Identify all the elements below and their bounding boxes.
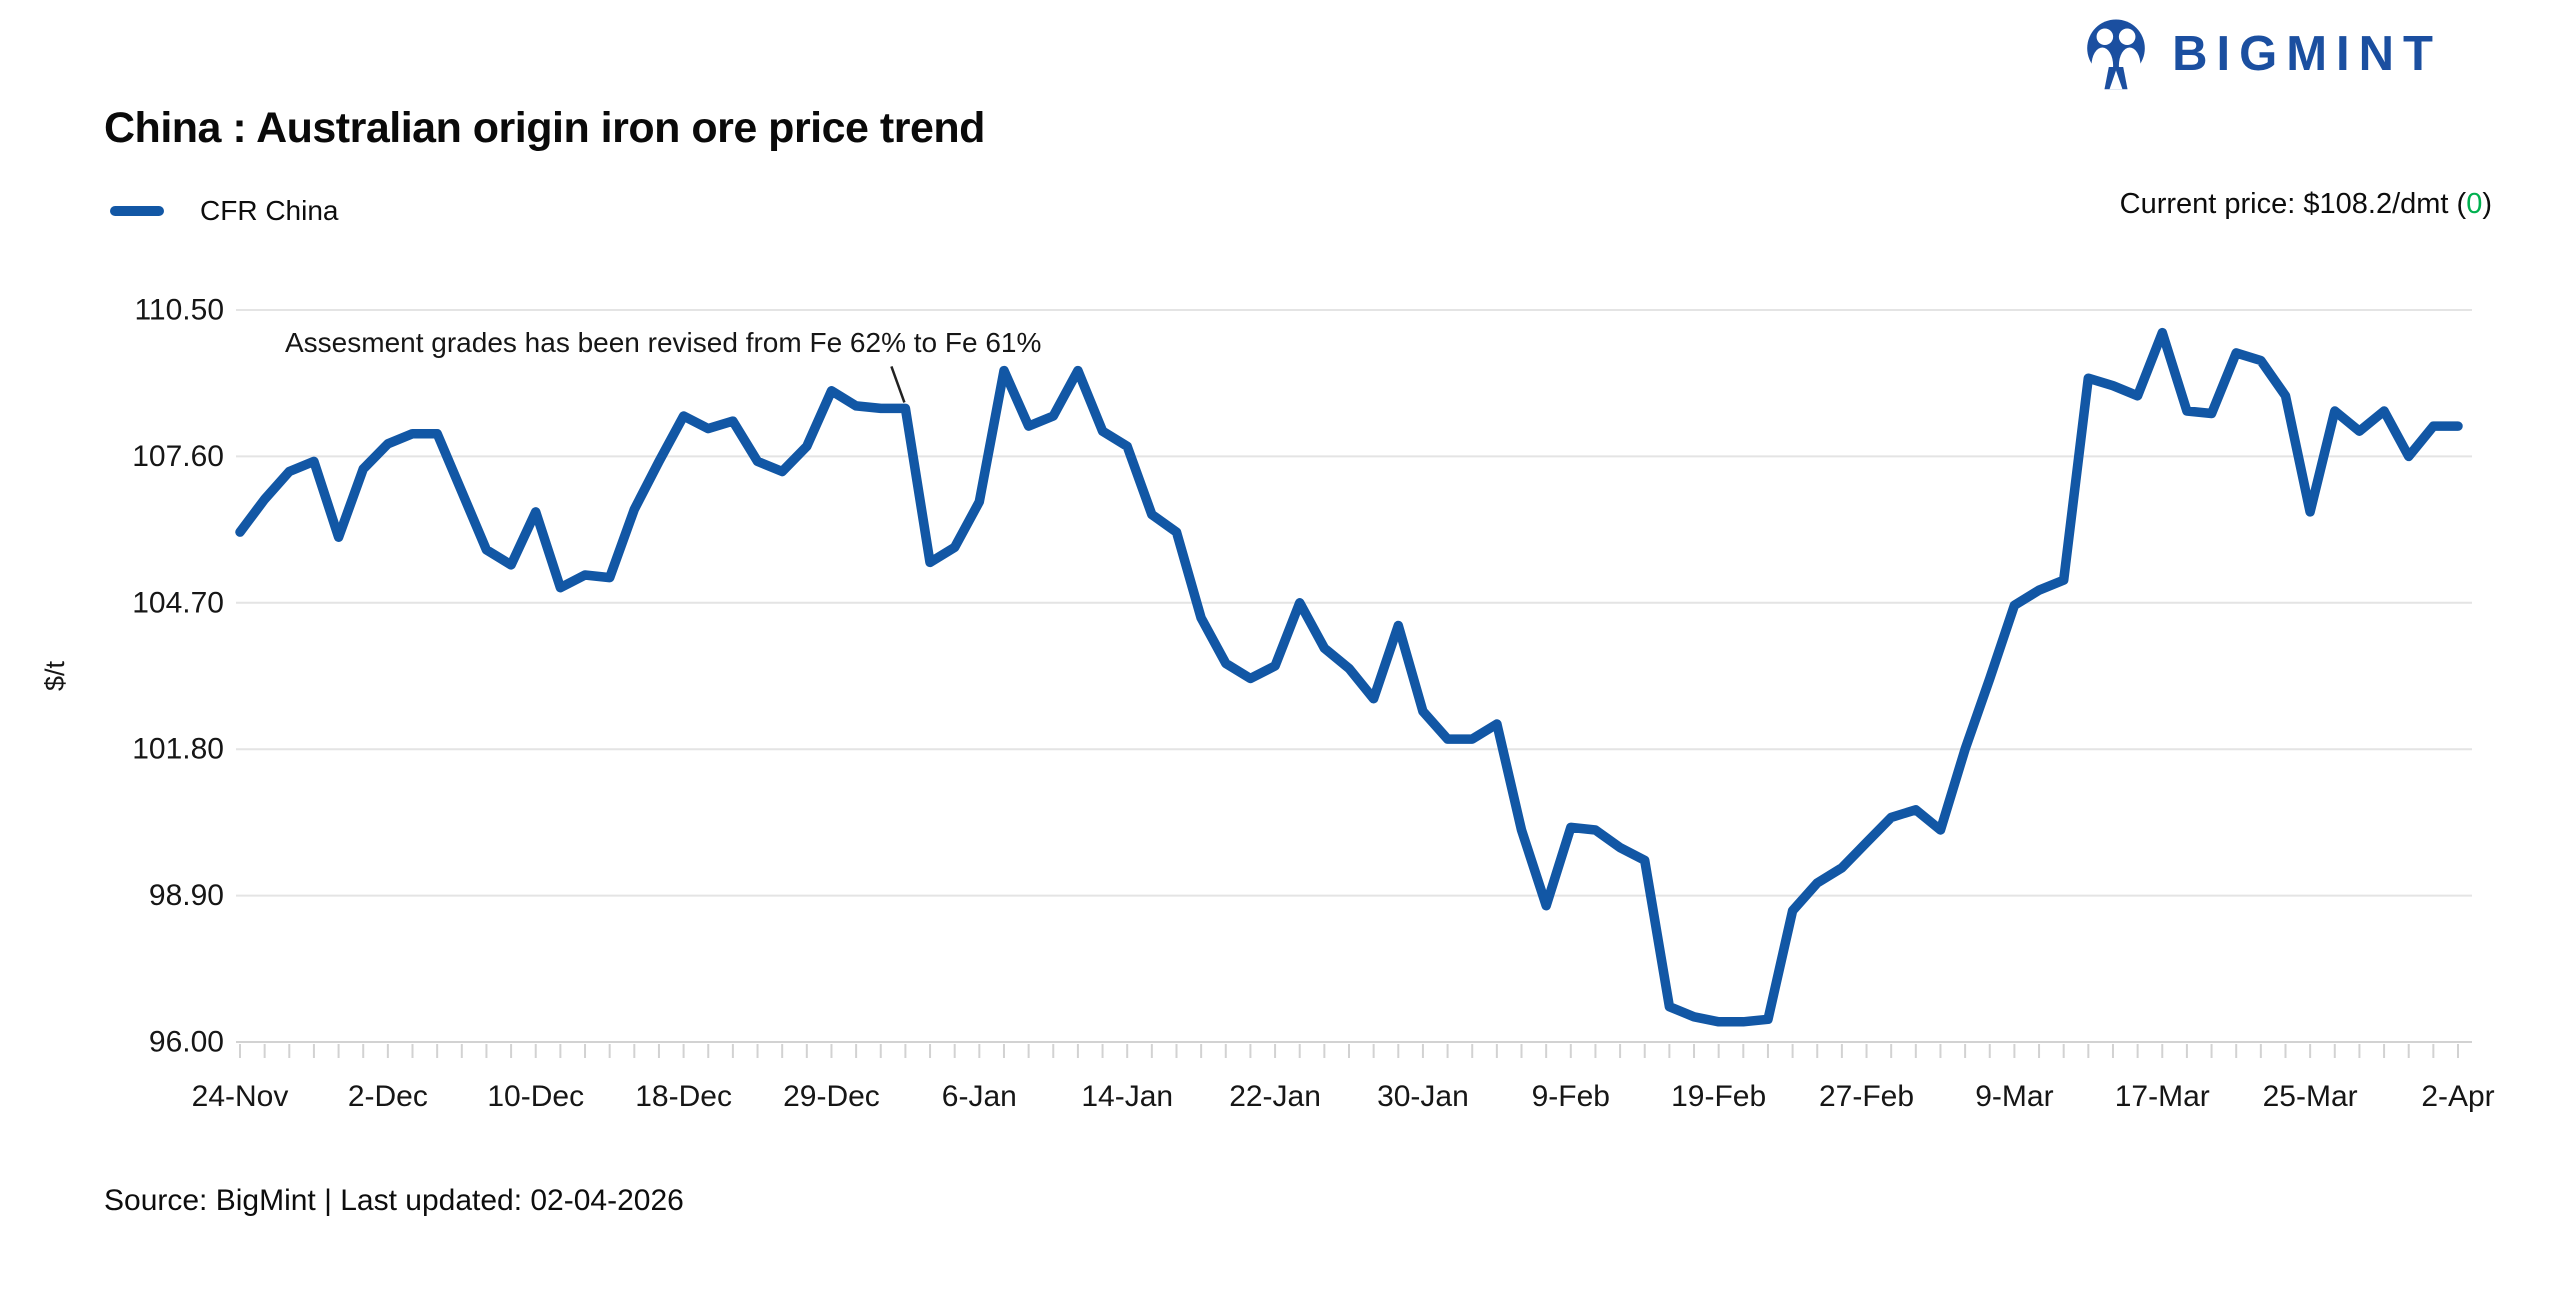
- svg-text:14-Jan: 14-Jan: [1081, 1080, 1173, 1113]
- brand-text: BIGMINT: [2172, 27, 2442, 81]
- svg-text:29-Dec: 29-Dec: [783, 1080, 880, 1113]
- current-price-close-paren: ): [2482, 188, 2492, 220]
- svg-text:2-Apr: 2-Apr: [2421, 1080, 2494, 1113]
- svg-text:101.80: 101.80: [132, 733, 224, 766]
- current-price-text: Current price: $108.2/dmt (: [2119, 188, 2467, 220]
- svg-text:107.60: 107.60: [132, 440, 224, 473]
- svg-text:30-Jan: 30-Jan: [1377, 1080, 1469, 1113]
- svg-text:9-Mar: 9-Mar: [1975, 1080, 2053, 1113]
- svg-text:18-Dec: 18-Dec: [635, 1080, 732, 1113]
- svg-text:110.50: 110.50: [134, 294, 224, 327]
- legend-label: CFR China: [200, 195, 339, 226]
- current-price-change: 0: [2466, 188, 2483, 220]
- svg-text:19-Feb: 19-Feb: [1671, 1080, 1766, 1113]
- svg-text:27-Feb: 27-Feb: [1819, 1080, 1914, 1113]
- svg-text:96.00: 96.00: [149, 1026, 224, 1059]
- svg-text:22-Jan: 22-Jan: [1229, 1080, 1321, 1113]
- svg-text:6-Jan: 6-Jan: [942, 1080, 1017, 1113]
- bigmint-logo-icon: [2087, 19, 2145, 90]
- legend: CFR China: [110, 192, 338, 230]
- svg-text:104.70: 104.70: [132, 586, 224, 619]
- svg-text:25-Mar: 25-Mar: [2263, 1080, 2358, 1113]
- svg-text:9-Feb: 9-Feb: [1532, 1080, 1610, 1113]
- svg-text:2-Dec: 2-Dec: [348, 1080, 428, 1113]
- source-note: Source: BigMint | Last updated: 02-04-20…: [104, 1184, 684, 1217]
- chart-annotation: Assesment grades has been revised from F…: [285, 327, 1041, 358]
- legend-line-swatch: [110, 206, 164, 216]
- page-title: China : Australian origin iron ore price…: [104, 104, 985, 152]
- svg-text:17-Mar: 17-Mar: [2115, 1080, 2210, 1113]
- svg-text:98.90: 98.90: [149, 879, 224, 912]
- bigmint-logo: BIGMINT: [2080, 12, 2442, 96]
- svg-text:24-Nov: 24-Nov: [192, 1080, 289, 1113]
- current-price: Current price: $108.2/dmt (0): [2120, 188, 2492, 221]
- svg-text:10-Dec: 10-Dec: [487, 1080, 584, 1113]
- svg-text:$/t: $/t: [40, 660, 70, 691]
